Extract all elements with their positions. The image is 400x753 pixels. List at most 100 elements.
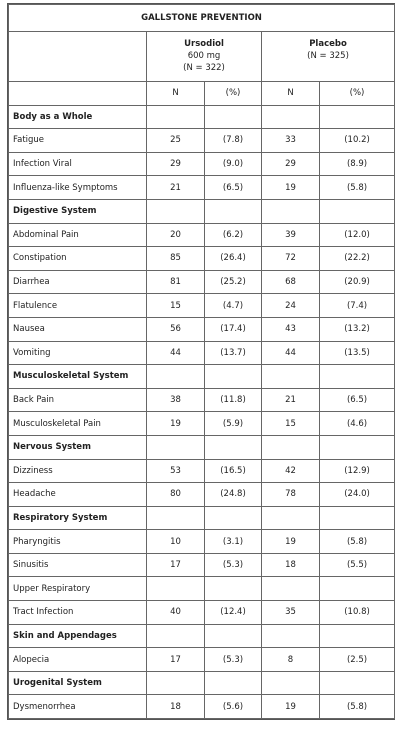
- row-label: Back Pain: [8, 387, 147, 413]
- data-row: Infection Viral 29 (9.0) 29 (8.9): [8, 151, 396, 177]
- value-cell: (13.2): [318, 316, 396, 342]
- data-row: Alopecia 17 (5.3) 8 (2.5): [8, 647, 396, 672]
- value-cell: 68: [261, 269, 320, 295]
- empty-cell: [204, 576, 262, 602]
- group-header-line: (N = 325): [307, 51, 349, 61]
- value-cell: 19: [261, 175, 320, 200]
- value-cell: 24: [261, 293, 320, 318]
- value-cell: (9.0): [204, 151, 262, 177]
- value-cell: 29: [261, 151, 320, 177]
- value-cell: 72: [261, 246, 320, 271]
- empty-cell: [146, 198, 205, 224]
- data-row: Dysmenorrhea 18 (5.6) 19 (5.8): [8, 694, 396, 720]
- empty-cell: [261, 364, 320, 389]
- group-header-line: (N = 322): [183, 63, 225, 73]
- value-cell: (12.0): [318, 222, 396, 248]
- value-cell: (7.4): [318, 293, 396, 318]
- row-label: Sinusitis: [8, 552, 147, 578]
- data-row: Headache 80 (24.8) 78 (24.0): [8, 482, 396, 507]
- section-row: Skin and Appendages: [8, 623, 396, 649]
- empty-cell: [146, 434, 205, 460]
- row-label: Dysmenorrhea: [8, 694, 147, 720]
- empty-cell: [318, 623, 396, 649]
- data-row: Upper Respiratory: [8, 576, 396, 602]
- section-label: Body as a Whole: [8, 104, 147, 130]
- value-cell: (5.8): [318, 175, 396, 200]
- empty-cell: [204, 434, 262, 460]
- table-title: GALLSTONE PREVENTION: [7, 4, 396, 32]
- value-cell: (22.2): [318, 246, 396, 271]
- section-label: Skin and Appendages: [8, 623, 147, 649]
- subheader-cell: (%): [204, 81, 262, 106]
- value-cell: (4.6): [318, 411, 396, 436]
- value-cell: 19: [261, 529, 320, 554]
- empty-cell: [318, 434, 396, 460]
- data-row: Dizziness 53 (16.5) 42 (12.9): [8, 458, 396, 484]
- value-cell: 15: [146, 293, 205, 318]
- empty-cell: [204, 198, 262, 224]
- title-row: GALLSTONE PREVENTION: [7, 4, 396, 32]
- section-row: Digestive System: [8, 198, 396, 224]
- row-label: Nausea: [8, 316, 147, 342]
- value-cell: 44: [146, 340, 205, 366]
- group-header: Placebo (N = 325): [260, 31, 396, 82]
- empty-cell: [261, 198, 320, 224]
- value-cell: 38: [146, 387, 205, 413]
- value-cell: 78: [261, 482, 320, 507]
- empty-cell: [318, 576, 396, 602]
- row-label: Vomiting: [8, 340, 147, 366]
- value-cell: (3.1): [204, 529, 262, 554]
- group-header-line: 600 mg: [187, 51, 221, 61]
- empty-cell: [8, 31, 147, 82]
- empty-cell: [318, 670, 396, 696]
- data-row: Vomiting 44 (13.7) 44 (13.5): [8, 340, 396, 366]
- value-cell: 25: [146, 128, 205, 153]
- empty-cell: [261, 670, 320, 696]
- row-label: Alopecia: [8, 647, 147, 672]
- data-row: Musculoskeletal Pain 19 (5.9) 15 (4.6): [8, 411, 396, 436]
- value-cell: (6.2): [204, 222, 262, 248]
- empty-cell: [146, 623, 205, 649]
- section-label: Respiratory System: [8, 505, 147, 531]
- value-cell: 19: [146, 411, 205, 436]
- value-cell: (5.9): [204, 411, 262, 436]
- value-cell: (5.8): [318, 529, 396, 554]
- empty-cell: [261, 623, 320, 649]
- value-cell: (7.8): [204, 128, 262, 153]
- value-cell: (5.5): [318, 552, 396, 578]
- empty-cell: [146, 104, 205, 130]
- row-label: Flatulence: [8, 293, 147, 318]
- value-cell: 53: [146, 458, 205, 484]
- data-row: Constipation 85 (26.4) 72 (22.2): [8, 246, 396, 271]
- value-cell: 39: [261, 222, 320, 248]
- value-cell: (13.7): [204, 340, 262, 366]
- row-label: Influenza-like Symptoms: [8, 175, 147, 200]
- row-label: Infection Viral: [8, 151, 147, 177]
- empty-cell: [318, 364, 396, 389]
- value-cell: 35: [261, 600, 320, 625]
- adverse-events-table: GALLSTONE PREVENTION Ursodiol 600 mg (N = 3…: [7, 4, 396, 720]
- row-label: Abdominal Pain: [8, 222, 147, 248]
- group-header-line: Ursodiol: [184, 39, 224, 49]
- value-cell: (12.4): [204, 600, 262, 625]
- data-row: Nausea 56 (17.4) 43 (13.2): [8, 316, 396, 342]
- value-cell: (4.7): [204, 293, 262, 318]
- value-cell: 43: [261, 316, 320, 342]
- empty-cell: [204, 623, 262, 649]
- row-label: Constipation: [8, 246, 147, 271]
- row-label: Tract Infection: [8, 600, 147, 625]
- subheader-cell: N: [261, 81, 320, 106]
- empty-cell: [146, 576, 205, 602]
- value-cell: 21: [146, 175, 205, 200]
- group-header-line: Placebo: [309, 39, 347, 49]
- value-cell: (2.5): [318, 647, 396, 672]
- row-label: Upper Respiratory: [8, 576, 147, 602]
- section-row: Urogenital System: [8, 670, 396, 696]
- section-row: Body as a Whole: [8, 104, 396, 130]
- row-label: Pharyngitis: [8, 529, 147, 554]
- empty-cell: [261, 576, 320, 602]
- empty-cell: [204, 670, 262, 696]
- section-label: Urogenital System: [8, 670, 147, 696]
- section-row: Nervous System: [8, 434, 396, 460]
- empty-cell: [146, 670, 205, 696]
